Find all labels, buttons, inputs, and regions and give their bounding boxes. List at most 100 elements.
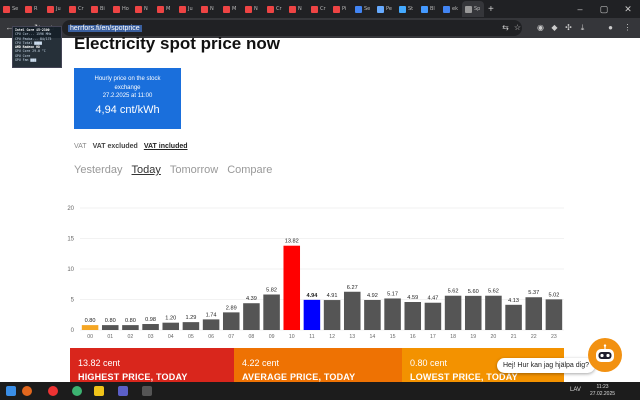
chart-bar <box>384 298 401 330</box>
vat-label: VAT <box>74 143 87 150</box>
mail-icon[interactable] <box>118 386 128 396</box>
gpu-name: AMD Radeon HD <box>15 45 40 50</box>
lowest-price-value: 0.80 cent <box>410 358 448 368</box>
tab-favicon-icon <box>465 5 472 13</box>
system-clock[interactable]: 11:23 27.02.2025 <box>590 384 615 398</box>
extension-icon-2[interactable]: ◆ <box>551 23 558 32</box>
x-tick-label: 08 <box>249 334 255 340</box>
new-tab-button[interactable]: + <box>488 3 494 15</box>
browser-tab[interactable]: Se <box>0 1 22 17</box>
day-tabs: Yesterday Today Tomorrow Compare <box>74 164 272 176</box>
file-explorer-icon[interactable] <box>94 386 104 396</box>
tab-favicon-icon <box>355 5 362 13</box>
menu-icon[interactable]: ⋮ <box>623 23 632 32</box>
x-tick-label: 23 <box>551 334 557 340</box>
browser-tab[interactable]: Pi <box>330 1 352 17</box>
cpu-name: Intel Core i5-2300 <box>15 28 50 32</box>
vat-included-option[interactable]: VAT included <box>143 143 188 150</box>
browser-tab[interactable]: Bi <box>88 1 110 17</box>
tab-label: R <box>34 6 38 12</box>
chat-bot-avatar[interactable] <box>588 338 622 372</box>
profile-icon[interactable]: ● <box>608 23 613 32</box>
browser-tab[interactable]: Se <box>352 1 374 17</box>
back-icon[interactable]: ← <box>5 23 14 32</box>
x-tick-label: 10 <box>289 334 295 340</box>
tab-label: Se <box>12 6 19 12</box>
browser-tab[interactable]: Cr <box>66 1 88 17</box>
browser-tab[interactable]: St <box>396 1 418 17</box>
browser-tab[interactable]: Ho <box>110 1 132 17</box>
tab-label: Ju <box>56 6 61 12</box>
browser-tab[interactable]: M <box>220 1 242 17</box>
tab-label: Pe <box>386 6 392 12</box>
download-icon[interactable]: ⤓ <box>580 22 585 32</box>
bar-value-label: 5.62 <box>488 289 499 295</box>
translate-icon[interactable]: ⇆ <box>502 23 509 32</box>
tab-yesterday[interactable]: Yesterday <box>74 164 123 176</box>
browser-tab[interactable]: N <box>286 1 308 17</box>
bar-value-label: 5.37 <box>528 290 539 296</box>
maximize-icon[interactable]: ▢ <box>599 3 609 14</box>
address-bar[interactable]: herrfors.fi/en/spotprice <box>62 20 522 36</box>
browser-tab[interactable]: Ju <box>44 1 66 17</box>
tab-favicon-icon <box>25 5 32 13</box>
x-tick-label: 03 <box>148 334 154 340</box>
browser-tab[interactable]: Pe <box>374 1 396 17</box>
bookmark-star-icon[interactable]: ☆ <box>513 23 522 32</box>
average-price-value: 4.22 cent <box>242 358 280 368</box>
browser-tab[interactable]: Cr <box>264 1 286 17</box>
firefox-icon[interactable] <box>22 386 32 396</box>
browser-icon[interactable] <box>72 386 82 396</box>
app-icon[interactable] <box>142 386 152 396</box>
chat-greeting-bubble[interactable]: Hej! Hur kan jag hjälpa dig? <box>497 358 595 373</box>
bar-value-label: 1.29 <box>185 315 196 321</box>
browser-tab[interactable]: N <box>198 1 220 17</box>
price-box-desc: Hourly price on the stock <box>94 76 161 82</box>
browser-tab[interactable]: Ju <box>176 1 198 17</box>
chart-bar <box>505 304 522 330</box>
cpu-stat: CPU Packa... 84/175 <box>15 36 52 41</box>
input-language[interactable]: LAV <box>570 387 581 393</box>
browser-tab[interactable]: ek <box>440 1 462 17</box>
tab-label: N <box>144 6 148 12</box>
bar-value-label: 4.59 <box>407 295 418 301</box>
chart-bar <box>81 325 99 330</box>
chart-bar <box>323 300 341 330</box>
extension-icon-1[interactable]: ◉ <box>537 23 544 32</box>
browser-tab[interactable]: R <box>22 1 44 17</box>
bar-value-label: 13.82 <box>285 239 299 245</box>
browser-tab[interactable]: N <box>132 1 154 17</box>
chart-bar <box>222 312 240 330</box>
tab-compare[interactable]: Compare <box>227 164 273 176</box>
lowest-price-label: LOWEST PRICE, TODAY <box>410 372 518 382</box>
browser-tab[interactable]: Cr <box>308 1 330 17</box>
browser-toolbar: ← → ↻ ⌂ herrfors.fi/en/spotprice ⇆ ☆ ◉ ◆… <box>0 18 640 38</box>
tab-today[interactable]: Today <box>131 164 161 176</box>
chart-bar <box>243 303 260 330</box>
vat-excluded-option[interactable]: VAT excluded <box>92 143 138 150</box>
tab-favicon-icon <box>333 5 340 13</box>
tab-label: N <box>254 6 258 12</box>
x-tick-label: 22 <box>531 334 537 340</box>
x-tick-label: 11 <box>309 334 314 340</box>
tab-label: Ju <box>188 6 193 12</box>
browser-tab[interactable]: Bl <box>418 1 440 17</box>
x-tick-label: 17 <box>430 334 436 340</box>
browser-tab[interactable]: Sp <box>462 1 484 17</box>
close-icon[interactable]: ✕ <box>624 3 632 14</box>
bar-value-label: 4.39 <box>246 296 257 302</box>
tab-favicon-icon <box>245 5 252 13</box>
tab-favicon-icon <box>157 5 164 13</box>
x-tick-label: 07 <box>228 334 234 340</box>
browser-tab[interactable]: M <box>154 1 176 17</box>
extensions-puzzle-icon[interactable]: ✣ <box>565 23 572 32</box>
robot-icon <box>596 344 614 362</box>
minimize-icon[interactable]: – <box>577 4 583 14</box>
browser-tab[interactable]: N <box>242 1 264 17</box>
x-tick-label: 06 <box>208 334 214 340</box>
url-text[interactable]: herrfors.fi/en/spotprice <box>68 24 142 32</box>
chrome-icon[interactable] <box>48 386 58 396</box>
highest-price-value: 13.82 cent <box>78 358 121 368</box>
start-icon[interactable] <box>6 386 16 396</box>
tab-tomorrow[interactable]: Tomorrow <box>169 164 219 176</box>
